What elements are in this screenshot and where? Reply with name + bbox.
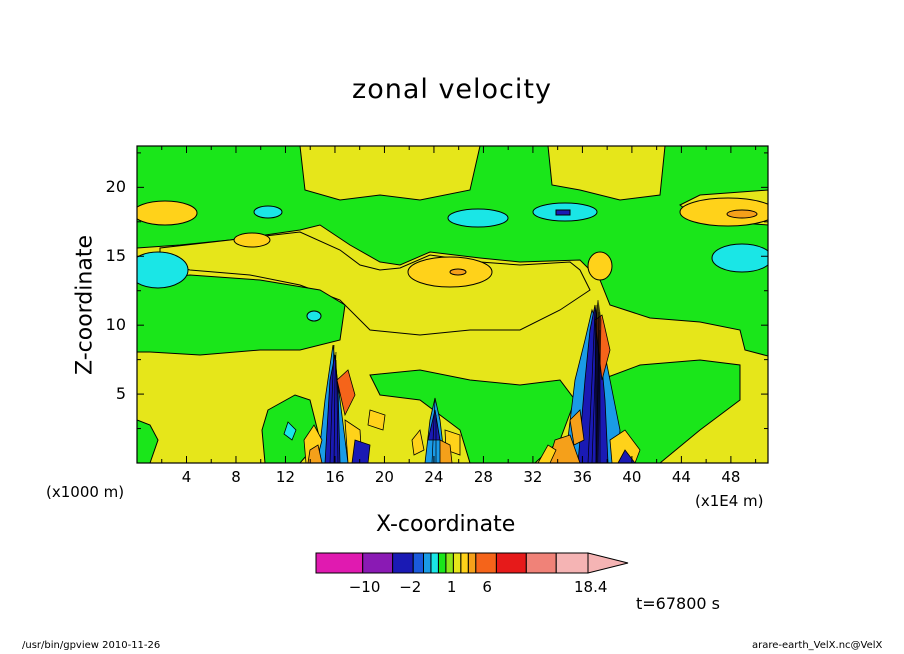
colorbar-segment <box>525 552 557 574</box>
patch-orange-mid-core <box>449 268 467 276</box>
patch-orange-small <box>233 232 271 248</box>
colorbar-segment <box>445 552 454 574</box>
field-green-lower-left <box>137 274 346 356</box>
x-tick-label-12: 12 <box>275 468 296 486</box>
colorbar-segment <box>475 552 497 574</box>
x-tick-label-8: 8 <box>231 468 241 486</box>
x-tick-label-16: 16 <box>325 468 345 486</box>
time-annotation: t=67800 s <box>636 594 720 613</box>
x-tick-marks <box>161 146 757 463</box>
x-tick-label-28: 28 <box>473 468 493 486</box>
patch-blue-upper-3 <box>555 209 571 216</box>
x-tick-label-20: 20 <box>374 468 394 486</box>
footer-left: /usr/bin/gpview 2010-11-26 <box>22 640 161 651</box>
colorbar-label-18.4: 18.4 <box>574 578 608 596</box>
y-tick-label-15: 15 <box>105 246 126 266</box>
patch-cyan-small <box>306 310 322 322</box>
y-tick-label-10: 10 <box>105 315 126 335</box>
x-tick-label-40: 40 <box>622 468 642 486</box>
patch-cyan-upper-2 <box>447 208 509 228</box>
field-yellow-middle <box>159 231 591 336</box>
colorbar-segment <box>412 552 424 574</box>
colorbar-segment <box>437 552 447 574</box>
x-tick-label-44: 44 <box>671 468 691 486</box>
colorbar-label-1: 1 <box>446 578 457 596</box>
field-green-left-edge <box>137 419 159 463</box>
colorbar-segment <box>555 552 589 574</box>
colorbar <box>315 552 629 574</box>
colorbar-segment <box>362 552 394 574</box>
patch-orange-right <box>679 197 768 227</box>
patch-cyan-right <box>711 243 768 273</box>
patch-orange-left <box>137 200 198 226</box>
colorbar-arrow <box>587 552 629 574</box>
colorbar-segment <box>422 552 432 574</box>
patch-orange-upright <box>587 251 613 281</box>
colorbar-label--2: −2 <box>399 578 422 596</box>
y-tick-label-20: 20 <box>105 177 126 197</box>
colorbar-segment <box>452 552 462 574</box>
x-unit-left: (x1000 m) <box>46 483 125 501</box>
colorbar-label-6: 6 <box>482 578 492 596</box>
updraft-37 <box>537 299 641 463</box>
y-tick-label-5: 5 <box>115 384 126 404</box>
x-axis-label: X-coordinate <box>376 512 516 537</box>
colorbar-segment <box>430 552 439 574</box>
colorbar-segment <box>495 552 527 574</box>
x-tick-label-48: 48 <box>721 468 741 486</box>
y-tick-marks <box>137 152 768 430</box>
field-yellow-top <box>137 146 666 201</box>
x-unit-right: (x1E4 m) <box>695 492 764 510</box>
chart-title: zonal velocity <box>352 74 552 105</box>
footer-right: arare-earth_VelX.nc@VelX <box>752 640 883 651</box>
contour-lines <box>329 304 601 463</box>
patch-orange-right-core <box>726 209 758 219</box>
patch-cyan-upper-1 <box>253 205 283 219</box>
colorbar-label--10: −10 <box>348 578 381 596</box>
colorbar-segment <box>315 552 364 574</box>
x-tick-label-36: 36 <box>572 468 592 486</box>
colorbar-segment <box>467 552 477 574</box>
colorbar-segment <box>392 552 414 574</box>
colorbar-segment <box>460 552 469 574</box>
x-tick-label-24: 24 <box>424 468 444 486</box>
x-tick-label-32: 32 <box>523 468 543 486</box>
plot-frame <box>136 145 769 464</box>
patch-cyan-left <box>137 251 189 289</box>
x-tick-label-4: 4 <box>181 468 192 486</box>
contour-field <box>137 146 768 463</box>
